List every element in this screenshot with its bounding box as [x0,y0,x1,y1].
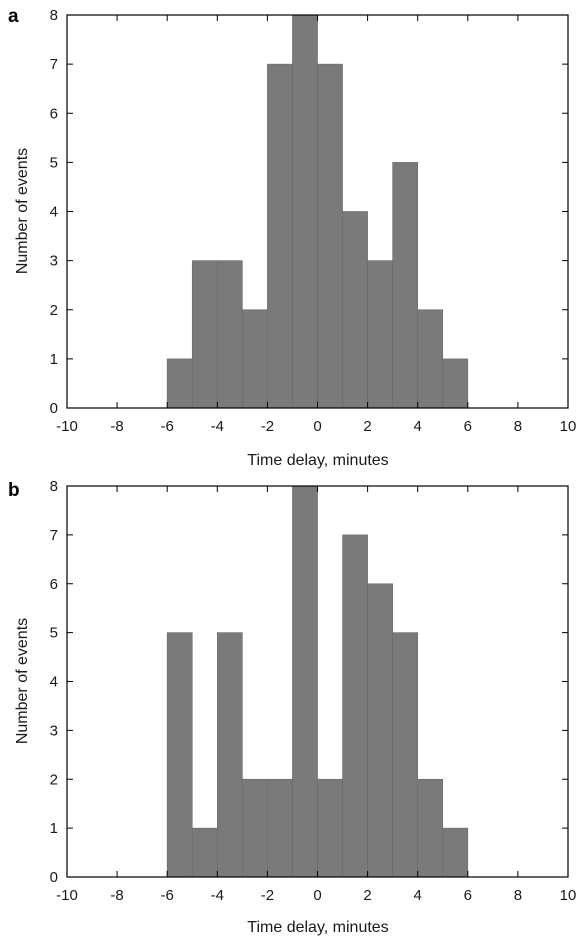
panel-b-y-axis-title: Number of events [14,618,31,744]
panel-a-y-axis-title: Number of events [14,148,31,274]
panel-a-bar-10 [417,309,444,409]
panel-b-bars [166,485,469,878]
panel-b-x-tick-label-3: -4 [211,887,224,904]
panel-b-x-ticks: -10 -8 -6 -4 -2 0 2 4 6 8 10 [56,486,576,904]
panel-a-bar-7 [342,211,368,409]
panel-b-x-tick-label-8: 6 [464,887,472,904]
panel-b-bar-0 [166,632,193,878]
panel-b-y-tick-label-2: 2 [50,771,58,788]
panel-b-bar-2 [217,632,243,878]
panel-b-bar-11 [442,827,469,878]
panel-a-x-tick-label-3: -4 [211,418,224,435]
panel-b-y-tick-label-1: 1 [50,820,58,837]
panel-a-y-tick-label-2: 2 [50,302,58,319]
panel-a-bar-9 [392,162,418,409]
panel-a-y-tick-label-7: 7 [50,56,58,73]
panel-a-x-tick-label-9: 8 [514,418,522,435]
panel-a-bar-0 [166,358,193,409]
panel-b-x-axis-title: Time delay, minutes [247,919,388,936]
panel-a-bar-1 [191,260,218,409]
panel-a-y-tick-label-4: 4 [50,204,58,221]
panel-a-y-tick-label-0: 0 [50,400,58,417]
panel-a-x-tick-label-2: -6 [161,418,174,435]
panel-b-x-tick-label-5: 0 [313,887,321,904]
panel-a-x-tick-label-8: 6 [464,418,472,435]
panel-b-x-tick-label-6: 2 [363,887,371,904]
panel-b-y-tick-label-0: 0 [50,869,58,886]
panel-a-bar-4 [267,63,293,409]
panel-a-x-tick-label-10: 10 [560,418,577,435]
panel-a-y-tick-label-3: 3 [50,253,58,270]
panel-b-x-tick-label-7: 4 [414,887,422,904]
panel-a-y-tick-label-1: 1 [50,351,58,368]
panel-a-y-tick-label-5: 5 [50,154,58,171]
panel-b-y-tick-label-8: 8 [50,478,58,495]
panel-b-x-tick-label-10: 10 [560,887,577,904]
panel-b-bar-9 [392,632,418,878]
panel-b-x-tick-label-2: -6 [161,887,174,904]
panel-a-bar-8 [367,260,393,409]
panel-b-y-tick-label-4: 4 [50,674,58,691]
panel-b-bar-3 [242,778,268,878]
panel-a: a -10 -8 -6 -4 -2 0 2 4 6 8 10 0 1 2 3 4 5 6 7 8 Time dela… [8,6,576,469]
panel-a-bar-6 [317,63,343,409]
panel-a-x-ticks: -10 -8 -6 -4 -2 0 2 4 6 8 10 [56,15,576,435]
panel-b-bar-6 [317,778,343,878]
panel-a-x-tick-label-7: 4 [414,418,422,435]
panel-a-x-tick-label-5: 0 [313,418,321,435]
panel-b-x-tick-label-4: -2 [261,887,274,904]
panel-b-bar-7 [342,534,368,878]
panel-a-x-tick-label-0: -10 [56,418,78,435]
panel-b-y-tick-label-7: 7 [50,527,58,544]
panel-b-y-tick-label-6: 6 [50,576,58,593]
panel-a-y-tick-label-6: 6 [50,105,58,122]
panel-a-bar-3 [242,309,268,409]
panel-a-bar-11 [442,358,469,409]
panel-b-bar-10 [417,778,444,878]
panel-b-bar-4 [267,778,293,878]
panel-b-bar-8 [367,583,393,878]
panel-a-x-axis-title: Time delay, minutes [247,452,388,469]
panel-b-x-tick-label-1: -8 [110,887,123,904]
panel-b-y-ticks: 0 1 2 3 4 5 6 7 8 [50,478,568,886]
panel-b-bar-1 [191,827,218,878]
panel-b-label: b [8,480,20,501]
panel-a-bars [166,14,469,409]
panel-a-x-tick-label-4: -2 [261,418,274,435]
panel-a-y-ticks: 0 1 2 3 4 5 6 7 8 [50,7,568,417]
panel-b: b -10 -8 -6 -4 -2 0 2 4 6 8 10 0 1 2 3 4 5 6 7 8 Time dela… [8,478,576,936]
panel-b-y-tick-label-5: 5 [50,625,58,642]
panel-a-x-tick-label-1: -8 [110,418,123,435]
panel-b-y-tick-label-3: 3 [50,722,58,739]
panel-a-bar-5 [292,14,318,409]
panel-a-x-tick-label-6: 2 [363,418,371,435]
panel-a-y-tick-label-8: 8 [50,7,58,24]
panel-b-x-tick-label-9: 8 [514,887,522,904]
panel-b-x-tick-label-0: -10 [56,887,78,904]
panel-a-label: a [8,6,19,27]
panel-b-bar-5 [292,485,318,878]
panel-a-bar-2 [217,260,243,409]
